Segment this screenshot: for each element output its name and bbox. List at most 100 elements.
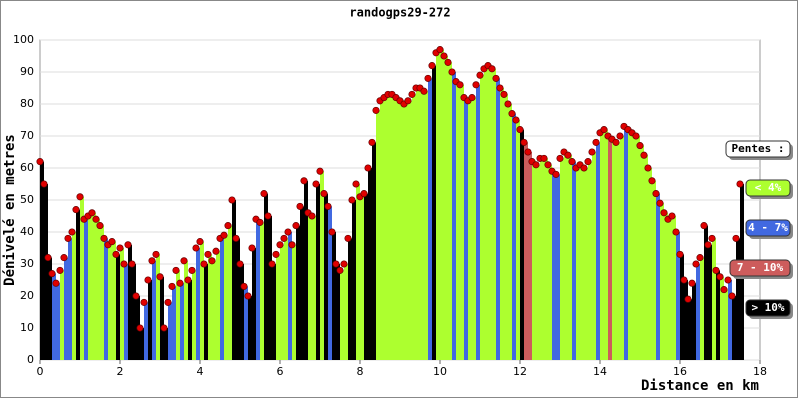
x-tick-label: 8 [357,365,364,378]
legend-box [745,179,791,197]
point [92,215,100,223]
point [640,151,648,159]
point [408,90,416,98]
slope-bar [520,129,524,360]
slope-bar [728,280,732,360]
slope-bar [348,238,352,360]
slope-bar [216,251,220,360]
point [652,190,660,198]
legend-label: Pentes : [732,142,785,155]
slope-bar [72,232,76,360]
point [184,276,192,284]
slope-bar [148,280,152,360]
point [520,138,528,146]
point [568,158,576,166]
point [112,250,120,258]
slope-bar [296,225,300,360]
y-tick-label: 30 [20,257,34,270]
slope-bar [212,260,216,360]
point [500,90,508,98]
point [288,241,296,249]
slope-bar [548,164,552,360]
slope-bar [556,174,560,360]
slope-bar [616,142,620,360]
slope-bar [416,88,420,360]
slope-bar [284,238,288,360]
y-tick-label: 60 [20,161,34,174]
slope-bar [264,193,268,360]
slope-bar [496,78,500,361]
slope-bar [128,244,132,360]
legend-box [745,299,791,317]
point [712,266,720,274]
slope-bar [528,152,532,360]
point [96,222,104,230]
x-tick-label: 10 [433,365,447,378]
slope-bar [52,273,56,360]
slope-bar [104,238,108,360]
point [164,298,172,306]
point [260,190,268,198]
x-tick-label: 0 [37,365,44,378]
slope-bar [192,270,196,360]
point [140,298,148,306]
point [200,260,208,268]
point [644,164,652,172]
slope-bar [624,126,628,361]
slope-bar [396,97,400,360]
point [600,126,608,134]
slope-bar [100,225,104,360]
point [168,282,176,290]
point [332,260,340,268]
legend-box [729,259,791,277]
point [244,292,252,300]
slope-bar [372,142,376,360]
slope-bar [544,158,548,360]
slope-bar [184,260,188,360]
legend-label: 7 - 10% [737,261,784,274]
point [684,295,692,303]
slope-bar [328,206,332,360]
y-tick-label: 10 [20,321,34,334]
slope-bar [232,200,236,360]
point [156,273,164,281]
slope-bar [244,286,248,360]
slope-bar [540,158,544,360]
slope-bar [500,88,504,360]
slope-bar [324,193,328,360]
slope-bar [604,129,608,360]
point [128,260,136,268]
markers [36,46,744,332]
slope-bar [684,280,688,360]
slope-bar [48,257,52,360]
point [716,273,724,281]
slope-bar [332,232,336,360]
slope-bar [336,264,340,360]
point [188,266,196,274]
legend-label: > 10% [751,301,784,314]
slope-bar [696,264,700,360]
point [420,87,428,95]
slope-bar [380,100,384,361]
point [580,164,588,172]
slope-bar [692,283,696,360]
point [612,138,620,146]
slope-bar [636,136,640,360]
point [588,148,596,156]
slope-bar [668,219,672,360]
point [56,266,64,274]
slope-bar [60,270,64,360]
point [404,97,412,105]
slope-bar [480,75,484,360]
point [660,209,668,217]
point [212,247,220,255]
point [308,212,316,220]
slope-bar [576,168,580,360]
slope-bar [532,161,536,360]
point [276,241,284,249]
slope-bar [664,212,668,360]
slope-bar [600,132,604,360]
point [88,209,96,217]
point [120,260,128,268]
point [152,250,160,258]
